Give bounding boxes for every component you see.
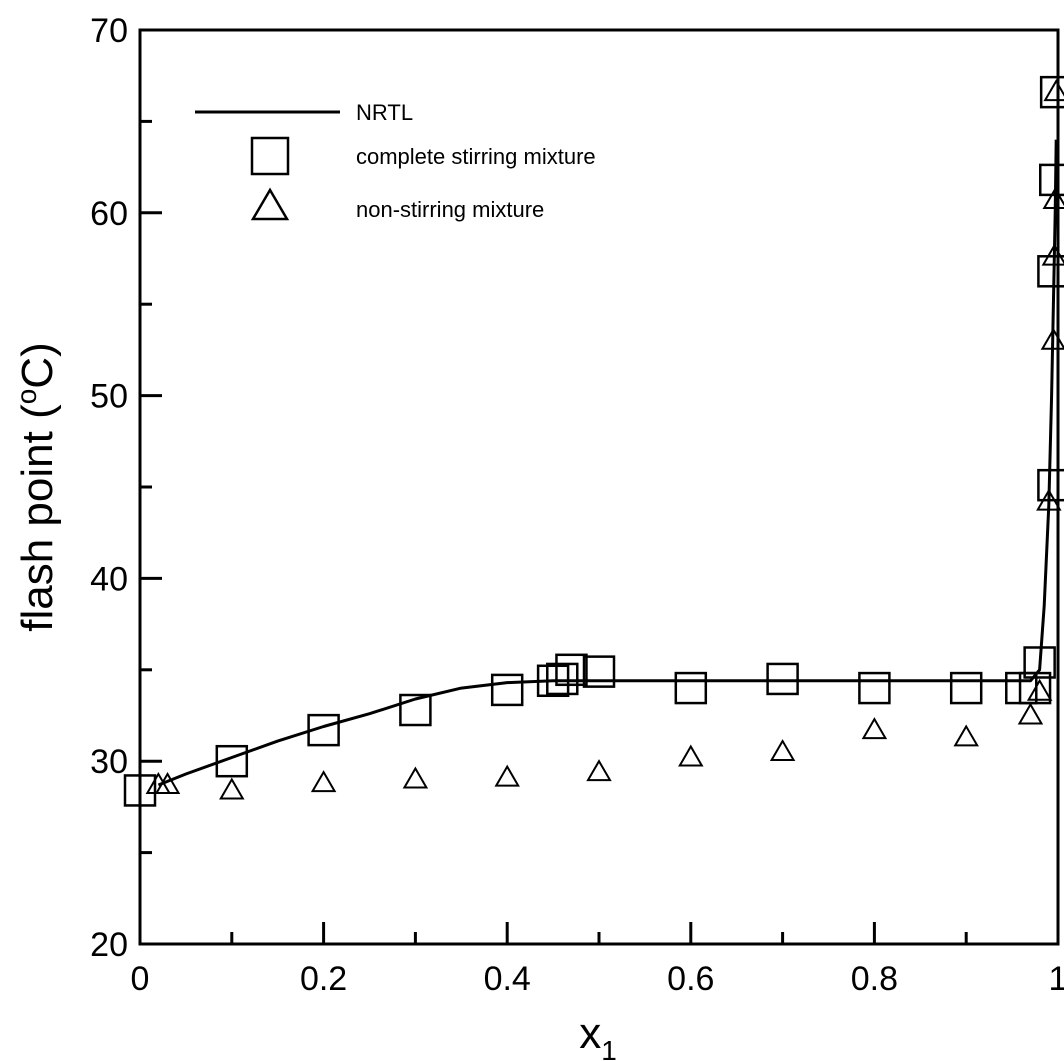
y-axis-title: flash point (oC) bbox=[11, 342, 62, 631]
stirring-point bbox=[949, 671, 983, 705]
legend-label-non-stirring: non-stirring mixture bbox=[356, 197, 544, 222]
stirring-point bbox=[307, 713, 340, 747]
y-axis-title-main: flash point ( bbox=[13, 404, 62, 632]
y-axis-title-tail: C) bbox=[13, 342, 62, 388]
x-tick-label: 0.4 bbox=[484, 960, 531, 998]
stirring-point bbox=[674, 671, 708, 705]
y-tick-label: 20 bbox=[90, 926, 128, 964]
non-stirring-point bbox=[310, 770, 337, 793]
non-stirring-point bbox=[154, 771, 181, 794]
stirring-point bbox=[546, 662, 579, 696]
stirring-point bbox=[582, 655, 616, 688]
x-tick-label: 0 bbox=[131, 960, 150, 998]
stirring-point bbox=[536, 664, 570, 698]
non-stirring-point bbox=[494, 764, 520, 787]
non-stirring-point bbox=[861, 717, 888, 740]
non-stirring-point bbox=[1026, 678, 1053, 701]
non-stirring-point bbox=[953, 724, 979, 747]
non-stirring-point bbox=[219, 777, 245, 800]
legend-label-nrtl: NRTL bbox=[356, 100, 413, 125]
plot-frame bbox=[138, 28, 1060, 946]
stirring-point bbox=[766, 662, 799, 696]
legend-marker-square bbox=[250, 136, 290, 176]
legend-label-stirring: complete stirring mixture bbox=[356, 144, 596, 169]
legend-marker-triangle bbox=[250, 187, 290, 221]
stirring-point bbox=[399, 693, 432, 727]
non-stirring-point bbox=[586, 759, 612, 782]
stirring-point bbox=[1038, 163, 1064, 197]
non-stirring-point bbox=[1041, 243, 1064, 266]
non-stirring-point bbox=[402, 766, 429, 789]
x-tick-label: 0.8 bbox=[851, 960, 898, 998]
y-tick-label: 70 bbox=[90, 12, 128, 50]
axis-ticks bbox=[138, 28, 1060, 946]
non-stirring-point bbox=[1036, 488, 1062, 511]
y-tick-label: 50 bbox=[90, 378, 128, 416]
non-stirring-point bbox=[1043, 79, 1064, 102]
stirring-point bbox=[490, 673, 524, 707]
x-axis-title-main: x bbox=[579, 1009, 601, 1058]
stirring-point bbox=[1023, 646, 1056, 679]
x-tick-label: 0.2 bbox=[300, 960, 347, 998]
nrtl-curve bbox=[157, 139, 1058, 787]
stirring-point bbox=[123, 774, 157, 807]
non-stirring-point bbox=[1040, 327, 1064, 350]
stirring-point bbox=[1039, 75, 1064, 109]
series-layer bbox=[123, 75, 1064, 807]
stirring-point bbox=[215, 744, 249, 778]
x-axis-title-subscript: 1 bbox=[601, 1035, 617, 1061]
axis-tick-labels: 0 0.2 0.4 0.6 0.8 1 20 30 40 50 60 70 bbox=[90, 12, 1064, 998]
non-stirring-point bbox=[678, 744, 704, 767]
legend: NRTL complete stirring mixture non-stirr… bbox=[195, 100, 596, 222]
non-stirring-point bbox=[1042, 187, 1064, 210]
stirring-point bbox=[1018, 671, 1052, 705]
x-tick-label: 1 bbox=[1049, 960, 1064, 998]
non-stirring-point bbox=[1017, 702, 1044, 725]
y-tick-label: 30 bbox=[90, 743, 128, 781]
stirring-point bbox=[1037, 255, 1064, 288]
non-stirring-point bbox=[769, 739, 796, 762]
stirring-point bbox=[555, 653, 588, 687]
x-axis-title: x1 bbox=[579, 1009, 617, 1061]
y-axis-title-superscript: o bbox=[11, 389, 42, 405]
y-tick-label: 60 bbox=[90, 195, 128, 233]
y-tick-label: 40 bbox=[90, 560, 128, 598]
stirring-point bbox=[858, 671, 891, 705]
x-tick-label: 0.6 bbox=[667, 960, 714, 998]
